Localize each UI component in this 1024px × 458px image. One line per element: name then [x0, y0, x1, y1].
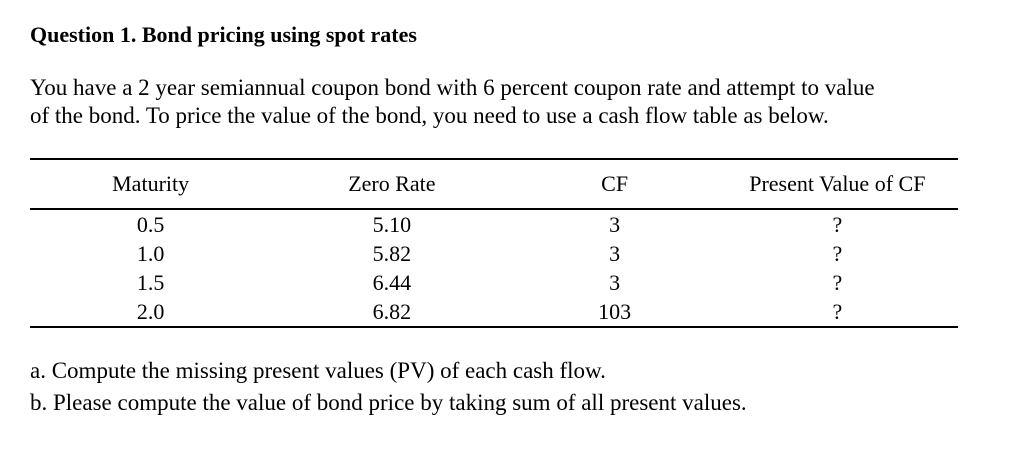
table-header-row: Maturity Zero Rate CF Present Value of C…	[30, 159, 958, 210]
column-header-maturity: Maturity	[30, 159, 272, 210]
intro-line-2: of the bond. To price the value of the b…	[30, 103, 829, 128]
cell-present-value: ?	[832, 212, 843, 237]
cell-zero-rate: 6.44	[372, 270, 412, 295]
cell-cf: 3	[609, 270, 621, 295]
task-item-b: b. Please compute the value of bond pric…	[30, 390, 747, 415]
cell-maturity: 2.0	[136, 299, 165, 324]
cell-zero-rate: 6.82	[372, 299, 412, 324]
cell-maturity: 0.5	[136, 212, 165, 237]
column-header-cf: CF	[512, 159, 717, 210]
table-row: 2.0 6.82 103 ?	[30, 297, 958, 327]
cash-flow-table: Maturity Zero Rate CF Present Value of C…	[30, 158, 958, 328]
task-item-a: a. Compute the missing present values (P…	[30, 358, 606, 383]
cell-present-value: ?	[832, 270, 843, 295]
cell-cf: 3	[609, 212, 621, 237]
intro-paragraph: You have a 2 year semiannual coupon bond…	[30, 74, 875, 130]
cell-cf: 103	[598, 299, 632, 324]
cell-zero-rate: 5.82	[372, 241, 412, 266]
column-header-present-value: Present Value of CF	[716, 159, 958, 210]
column-header-zero-rate: Zero Rate	[271, 159, 513, 210]
cell-present-value: ?	[832, 241, 843, 266]
cell-cf: 3	[609, 241, 621, 266]
question-title: Question 1. Bond pricing using spot rate…	[30, 22, 417, 47]
table-row: 1.5 6.44 3 ?	[30, 268, 958, 297]
cell-zero-rate: 5.10	[372, 212, 412, 237]
cell-present-value: ?	[832, 299, 843, 324]
cell-maturity: 1.5	[136, 270, 165, 295]
intro-line-1: You have a 2 year semiannual coupon bond…	[30, 75, 875, 100]
table-row: 1.0 5.82 3 ?	[30, 239, 958, 268]
task-list: a. Compute the missing present values (P…	[30, 355, 747, 419]
cell-maturity: 1.0	[136, 241, 165, 266]
table-row: 0.5 5.10 3 ?	[30, 209, 958, 239]
